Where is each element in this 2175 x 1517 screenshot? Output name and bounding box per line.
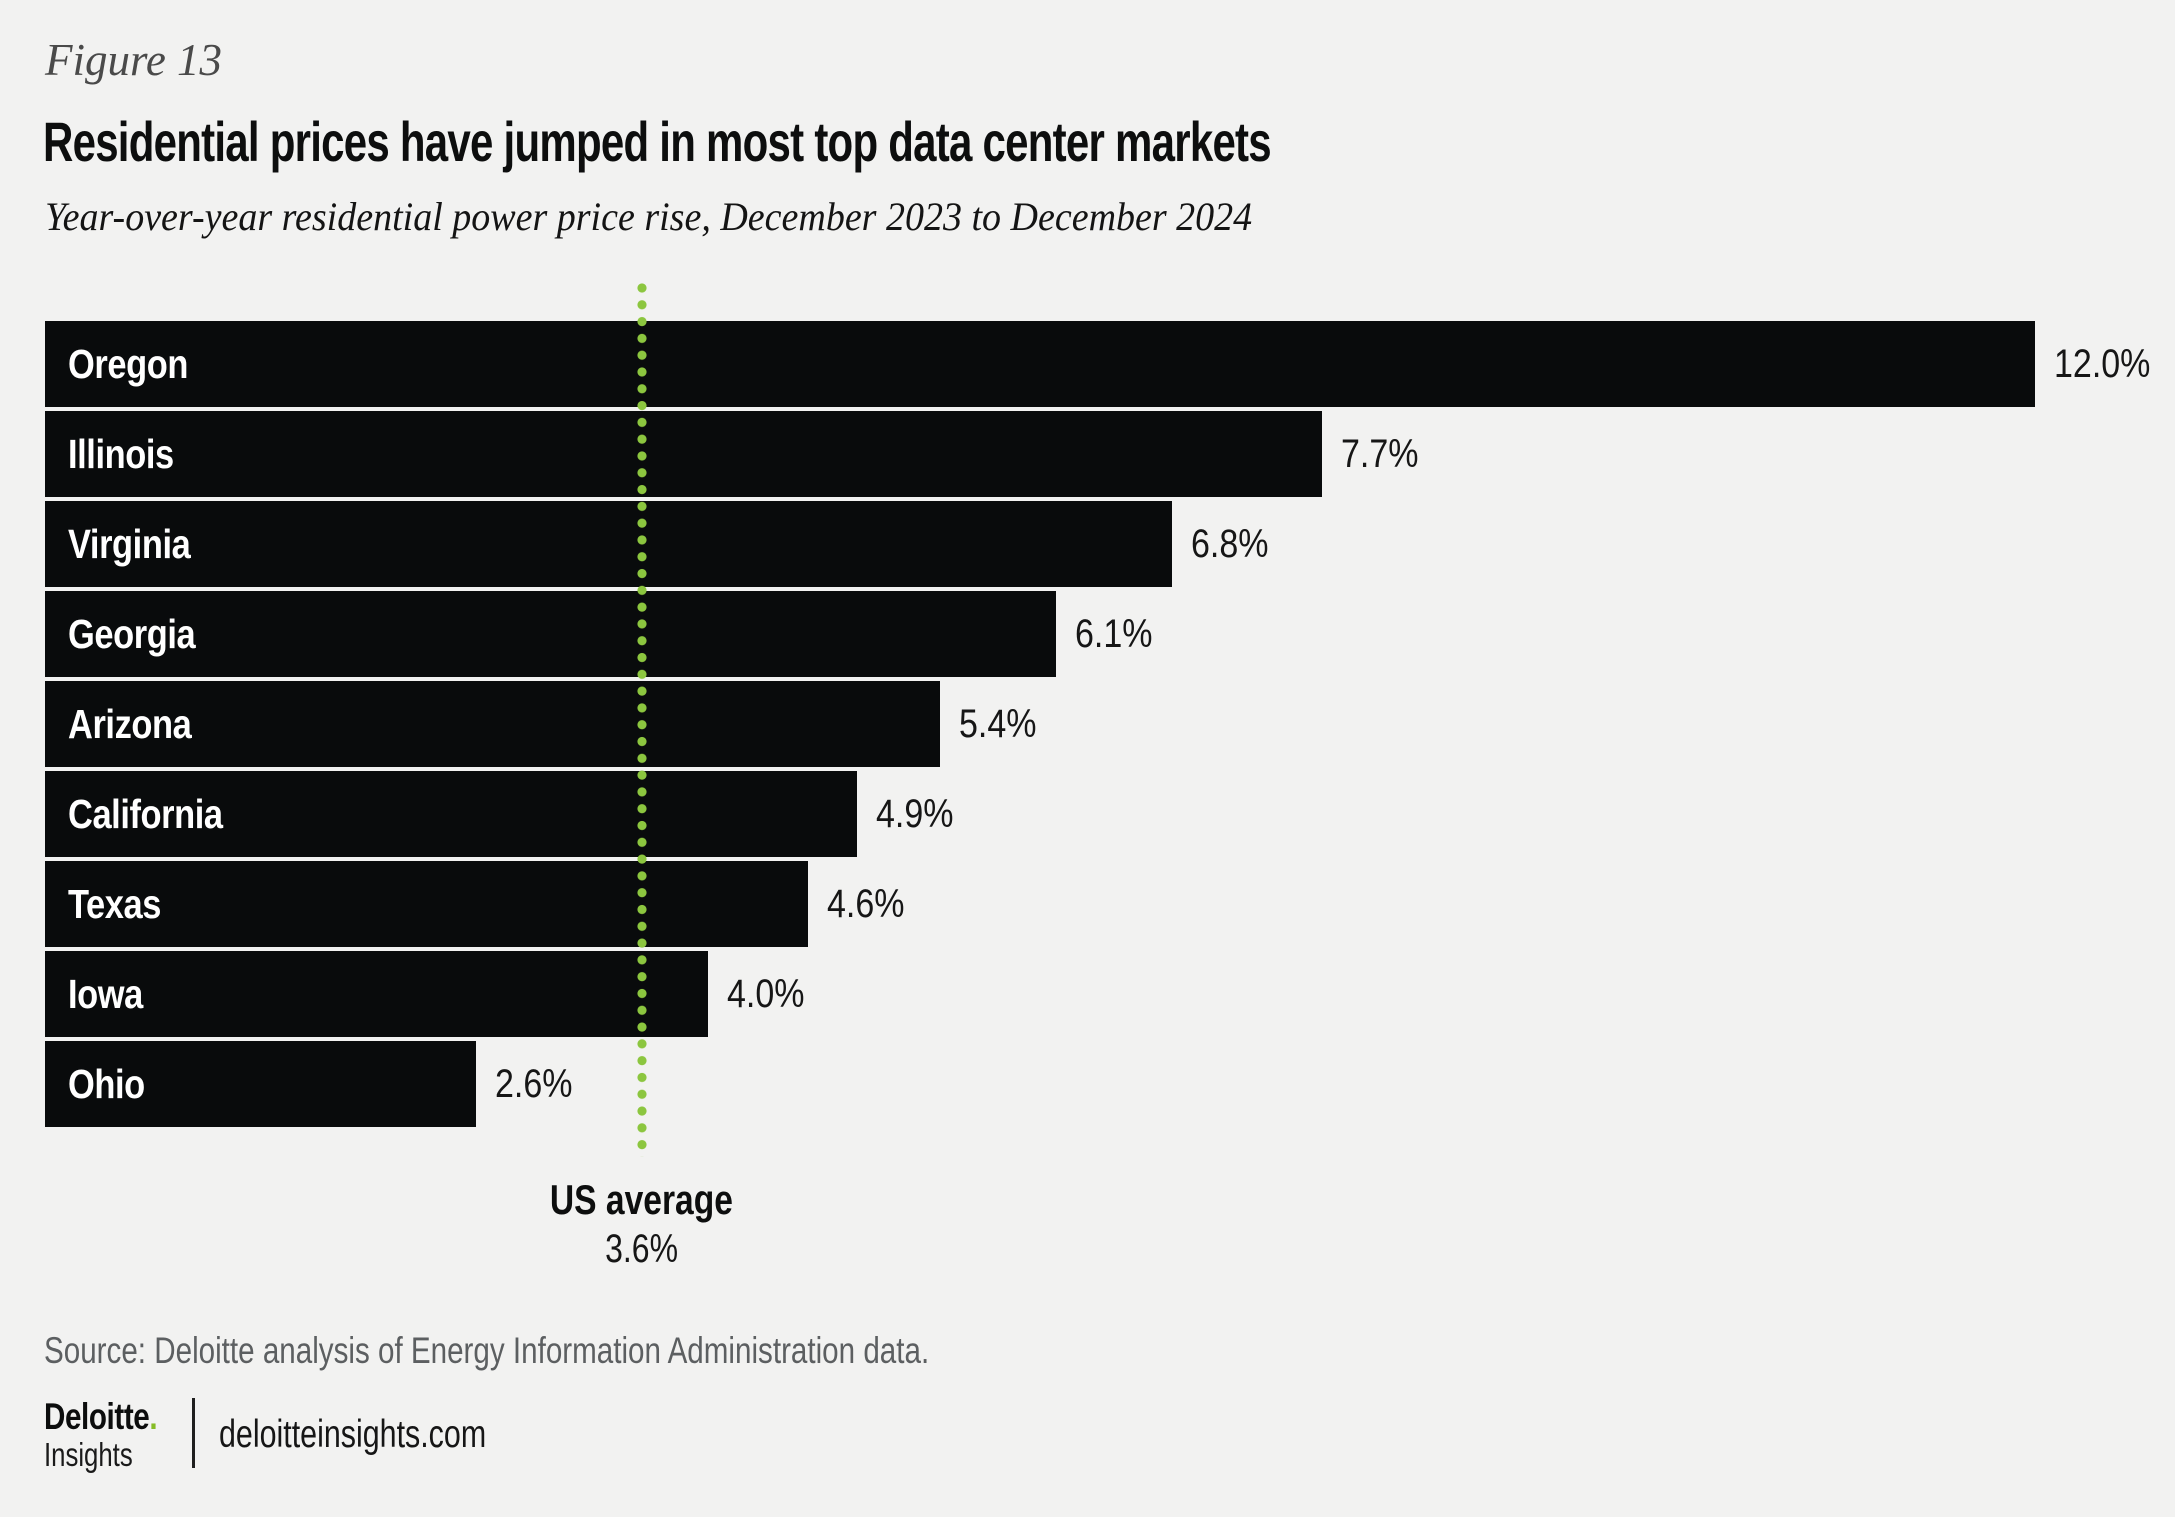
bar-label: California <box>68 790 223 837</box>
bar-label: Illinois <box>68 430 174 477</box>
bar-label: Georgia <box>68 610 196 657</box>
figure-label: Figure 13 <box>45 35 223 85</box>
bar-label: Virginia <box>68 520 191 567</box>
chart-title: Residential prices have jumped in most t… <box>43 110 1272 173</box>
bar: Illinois <box>45 411 1322 497</box>
bar: California <box>45 771 858 857</box>
bar: Arizona <box>45 681 941 767</box>
bar: Texas <box>45 861 808 947</box>
bar: Georgia <box>45 591 1057 677</box>
bar-row: Georgia 6.1% <box>45 591 2175 677</box>
bar-row: Iowa 4.0% <box>45 951 2175 1037</box>
brand-name: Deloitte <box>44 1396 150 1437</box>
us-average-dotted-line <box>636 283 647 1157</box>
us-average-annotation: US average 3.6% <box>442 1176 842 1272</box>
bar-value-label: 4.9% <box>876 792 954 836</box>
bar-label: Arizona <box>68 700 192 747</box>
bar: Ohio <box>45 1041 477 1127</box>
logo-divider <box>192 1398 195 1468</box>
bar-row: Oregon 12.0% <box>45 321 2175 407</box>
source-note: Source: Deloitte analysis of Energy Info… <box>44 1330 930 1371</box>
bar-chart: Oregon 12.0% Illinois 7.7% Virginia 6.8% Georg… <box>45 321 2175 1131</box>
bar-row: Texas 4.6% <box>45 861 2175 947</box>
deloitte-insights-logo: Deloitte. Insights deloitteinsights.com <box>44 1398 562 1471</box>
bar-value-label: 4.6% <box>826 882 905 926</box>
bar-value-label: 7.7% <box>1340 432 1419 476</box>
bar: Oregon <box>45 321 2035 407</box>
brand-green-dot: . <box>149 1396 158 1437</box>
brand-insights: Insights <box>44 1436 133 1473</box>
bar-value-label: 5.4% <box>959 702 1037 746</box>
bar-value-label: 6.8% <box>1191 522 1269 566</box>
bar-label: Ohio <box>68 1060 145 1107</box>
us-average-label: US average <box>550 1176 734 1223</box>
bar-label: Iowa <box>68 970 143 1017</box>
bar: Iowa <box>45 951 709 1037</box>
bar-row: Ohio 2.6% <box>45 1041 2175 1127</box>
bar-row: Virginia 6.8% <box>45 501 2175 587</box>
brand-wordmark: Deloitte. <box>44 1398 192 1435</box>
bar-label: Oregon <box>68 340 188 387</box>
chart-subtitle: Year-over-year residential power price r… <box>45 194 1253 239</box>
bar-row: Arizona 5.4% <box>45 681 2175 767</box>
bar-value-label: 12.0% <box>2053 342 2151 386</box>
us-average-value: 3.6% <box>605 1227 679 1271</box>
bar: Virginia <box>45 501 1173 587</box>
bar-value-label: 4.0% <box>727 972 805 1016</box>
bar-row: Illinois 7.7% <box>45 411 2175 497</box>
site-url: deloitteinsights.com <box>219 1412 487 1456</box>
bar-row: California 4.9% <box>45 771 2175 857</box>
bar-label: Texas <box>68 880 162 927</box>
bar-value-label: 6.1% <box>1075 612 1153 656</box>
bar-value-label: 2.6% <box>495 1062 573 1106</box>
brand-block: Deloitte. Insights <box>44 1398 192 1471</box>
